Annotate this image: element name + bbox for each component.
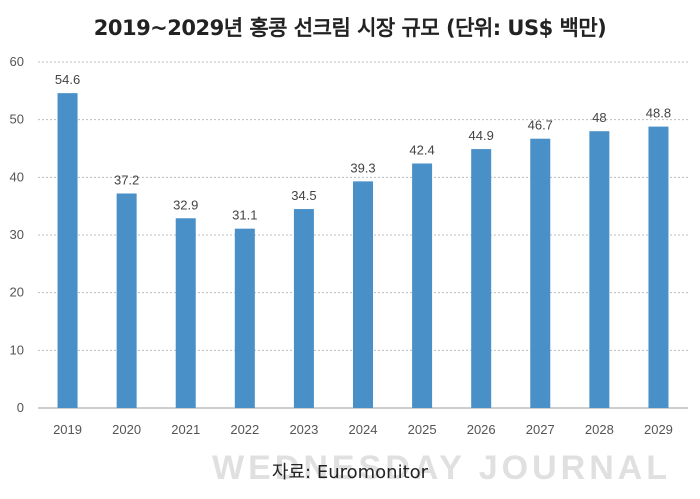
chart-title: 2019~2029년 홍콩 선크림 시장 규모 (단위: US$ 백만) (93, 16, 607, 40)
data-label: 39.3 (350, 160, 375, 175)
y-tick-label: 50 (10, 112, 24, 127)
data-label: 32.9 (173, 197, 198, 212)
x-tick-label: 2024 (349, 422, 378, 437)
bar (175, 218, 196, 408)
y-tick-label: 30 (10, 227, 24, 242)
x-tick-label: 2019 (53, 422, 82, 437)
y-tick-label: 40 (10, 169, 24, 184)
y-tick-label: 60 (10, 54, 24, 69)
bar (234, 228, 255, 408)
bar (116, 193, 137, 408)
data-label: 48.8 (646, 106, 671, 121)
data-label: 42.4 (409, 142, 434, 157)
x-tick-label: 2026 (467, 422, 496, 437)
data-label: 44.9 (469, 128, 494, 143)
bar (57, 93, 78, 408)
y-tick-label: 10 (10, 342, 24, 357)
bar (589, 131, 610, 408)
x-tick-label: 2027 (526, 422, 555, 437)
bar (471, 149, 492, 408)
data-label: 37.2 (114, 172, 139, 187)
x-tick-label: 2028 (585, 422, 614, 437)
data-label: 48 (592, 110, 606, 125)
x-tick-label: 2029 (644, 422, 673, 437)
source-note: 자료: Euromonitor (271, 462, 429, 483)
x-tick-label: 2021 (171, 422, 200, 437)
watermark-logo: WEDNESDAY JOURNAL (212, 449, 672, 487)
data-label: 54.6 (55, 72, 80, 87)
bar (648, 126, 669, 408)
x-tick-label: 2023 (289, 422, 318, 437)
data-label: 31.1 (232, 208, 257, 223)
bar (530, 138, 551, 409)
y-tick-label: 20 (10, 285, 24, 300)
x-tick-label: 2022 (230, 422, 259, 437)
data-label: 34.5 (291, 188, 316, 203)
x-tick-label: 2020 (112, 422, 141, 437)
bar (293, 209, 314, 408)
data-label: 46.7 (528, 118, 553, 133)
x-tick-label: 2025 (408, 422, 437, 437)
bar (353, 181, 373, 408)
bar (412, 163, 433, 408)
y-tick-label: 0 (17, 400, 24, 415)
